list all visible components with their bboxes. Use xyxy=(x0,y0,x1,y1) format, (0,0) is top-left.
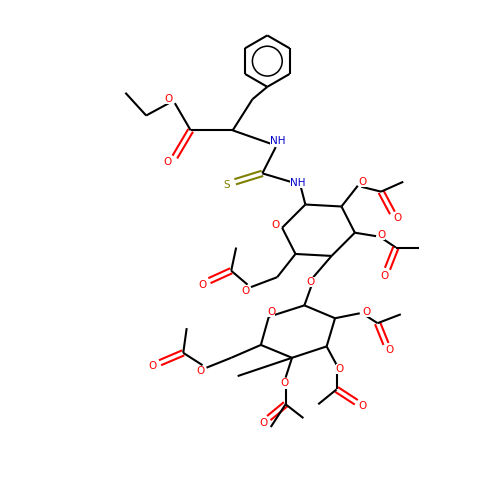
Text: O: O xyxy=(377,230,385,240)
Text: S: S xyxy=(224,180,230,190)
Text: O: O xyxy=(306,277,314,287)
Text: O: O xyxy=(393,213,402,223)
Text: O: O xyxy=(164,94,172,104)
Text: O: O xyxy=(198,280,206,289)
Text: O: O xyxy=(260,418,268,428)
Text: O: O xyxy=(380,270,388,280)
Text: O: O xyxy=(148,361,156,371)
Text: O: O xyxy=(386,346,394,356)
Text: O: O xyxy=(280,378,288,388)
Text: O: O xyxy=(336,364,344,374)
Text: O: O xyxy=(362,307,370,317)
Text: O: O xyxy=(241,286,249,296)
Text: NH: NH xyxy=(290,178,306,188)
Text: O: O xyxy=(267,307,276,317)
Text: NH: NH xyxy=(270,136,286,146)
Text: O: O xyxy=(358,177,367,187)
Text: O: O xyxy=(358,401,367,411)
Text: O: O xyxy=(164,157,172,167)
Text: O: O xyxy=(271,220,280,230)
Text: O: O xyxy=(196,366,204,376)
